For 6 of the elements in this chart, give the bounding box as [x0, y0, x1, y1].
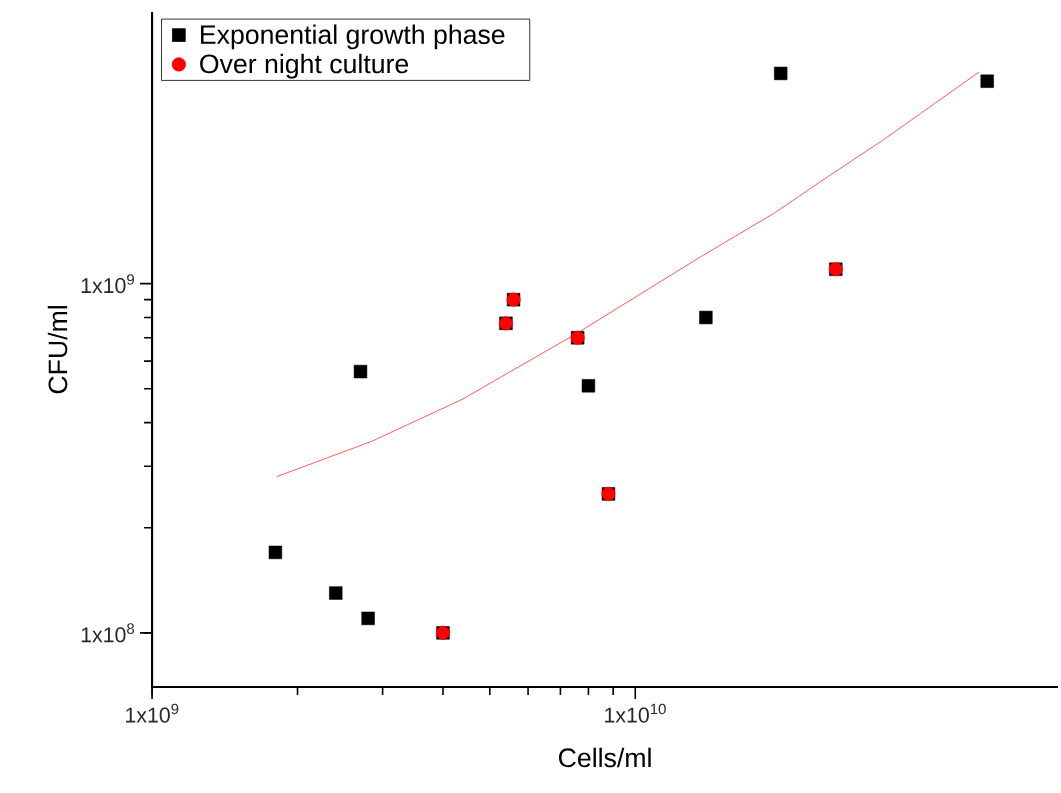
legend-label: Over night culture	[200, 53, 409, 79]
y-tick-label: 1x10$^{8}$	[81, 623, 135, 643]
x-axis-title: Cells/ml	[559, 747, 651, 768]
y-axis-title: CFU/ml	[47, 306, 68, 394]
x-tick-label: 1x10$^{10}$	[605, 703, 666, 723]
legend-label: Exponential growth phase	[201, 24, 505, 50]
